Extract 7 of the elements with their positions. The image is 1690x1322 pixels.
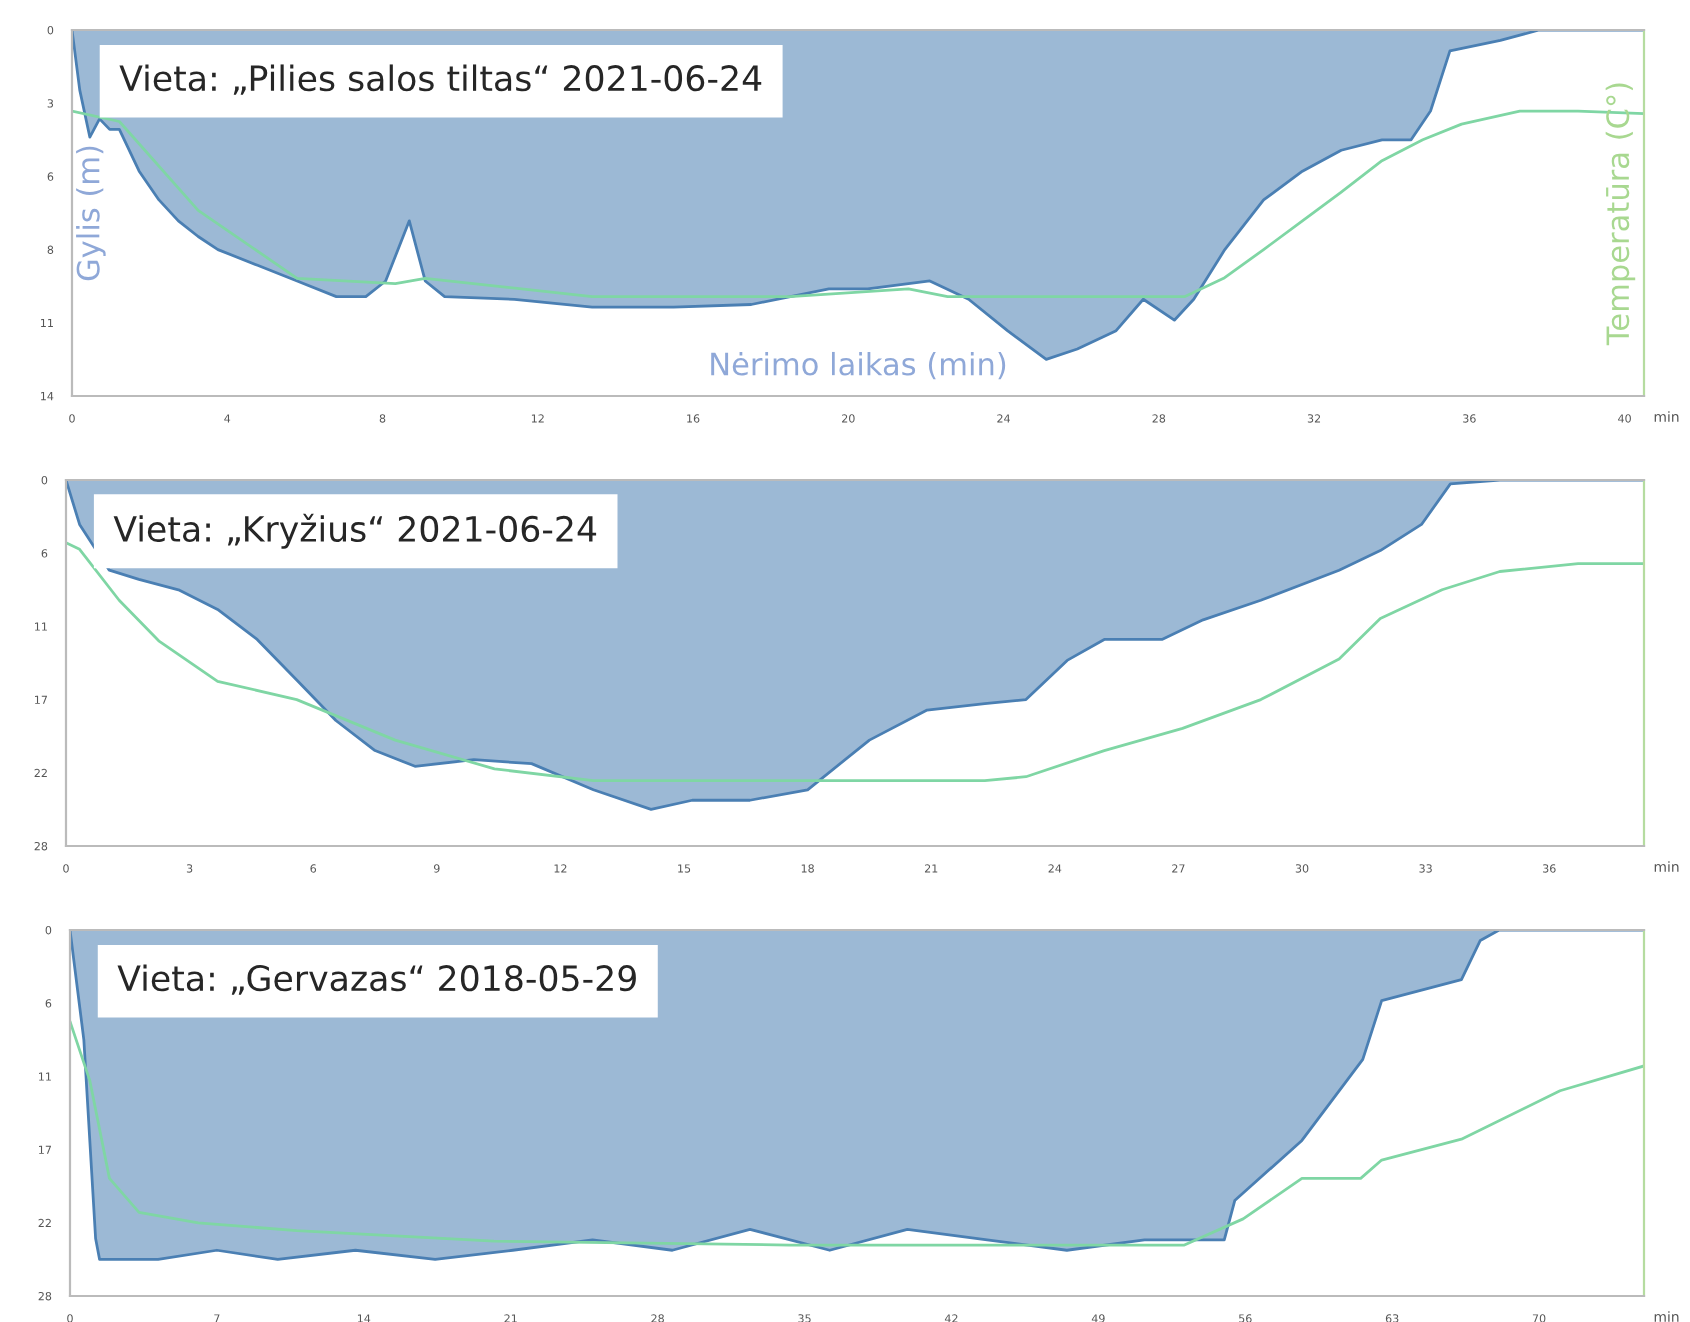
y2-axis-title: Temperatūra (C°) [1605,83,1636,346]
x-axis-title: Nėrimo laikas (min) [711,351,1006,380]
line-series [70,1020,1644,1247]
text: Vieta: „Gervazas“ 2018-05-29 [117,964,636,995]
text: Vieta: „Kryžius“ 2021-06-24 [113,513,597,549]
y-axis-title: Gylis (m) [76,146,106,281]
text: Vieta: „Pilies salos tiltas“ 2021-06-24 [119,64,762,95]
